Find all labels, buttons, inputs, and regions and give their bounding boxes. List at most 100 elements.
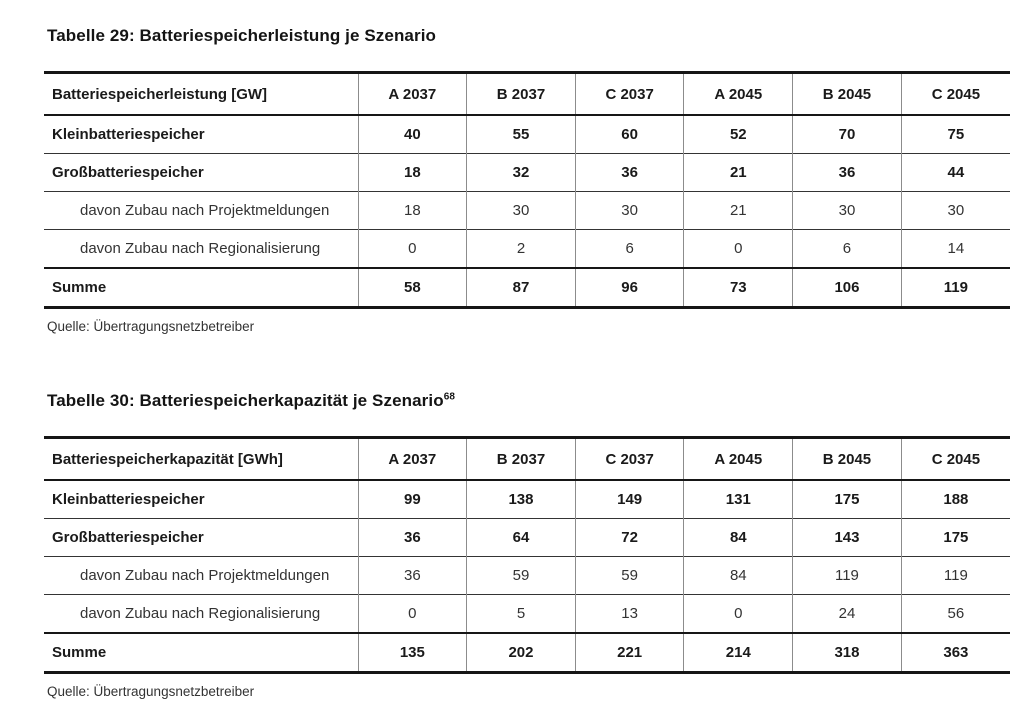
value-cell: 143 <box>792 518 902 557</box>
value-cell: 119 <box>792 556 902 595</box>
value-cell: 30 <box>900 191 1010 230</box>
value-cell: 5 <box>466 594 576 633</box>
scenario-column-header: A 2037 <box>357 437 467 480</box>
value-cell: 14 <box>900 229 1010 268</box>
value-cell: 36 <box>574 153 684 192</box>
table-29-title-text: Tabelle 29: Batteriespeicherleistung je … <box>47 26 437 45</box>
table-30-title-footnote-ref: 68 <box>443 391 456 403</box>
value-cell: 175 <box>900 518 1010 557</box>
row-label: davon Zubau nach Regionalisierung <box>80 605 321 622</box>
scenario-column-header: A 2037 <box>357 72 467 115</box>
value-cell: 84 <box>683 556 793 595</box>
value-cell: 221 <box>574 633 684 673</box>
value-cell: 2 <box>466 229 576 268</box>
value-cell: 75 <box>900 115 1010 154</box>
value-cell: 32 <box>466 153 576 192</box>
table-29-body: Kleinbatteriespeicher 40 55 60 52 70 75 Großbat… <box>44 115 1010 308</box>
table-29-section: Tabelle 29: Batteriespeicherleistung je … <box>44 26 1010 335</box>
value-cell: 64 <box>466 518 576 557</box>
table-unit-header: Batteriespeicherkapazität [GWh] <box>52 450 283 468</box>
value-cell: 60 <box>574 115 684 154</box>
scenario-column-header: C 2037 <box>574 72 684 115</box>
value-cell: 84 <box>683 518 793 557</box>
value-cell: 6 <box>574 229 684 268</box>
value-cell: 59 <box>574 556 684 595</box>
scenario-column-header: B 2045 <box>792 437 902 480</box>
value-cell: 0 <box>683 594 793 633</box>
value-cell: 99 <box>357 480 467 519</box>
table-30-source: Quelle: Übertragungsnetzbetreiber <box>47 684 255 699</box>
table-row: Kleinbatteriespeicher 40 55 60 52 70 75 <box>44 115 1010 154</box>
value-cell: 119 <box>900 556 1010 595</box>
value-cell: 30 <box>574 191 684 230</box>
value-cell: 149 <box>574 480 684 519</box>
value-cell: 363 <box>900 633 1010 673</box>
table-30-section: Tabelle 30: Batteriespeicherkapazität je… <box>44 391 1010 700</box>
table-row: davon Zubau nach Projektmeldungen 36 59 59 8… <box>44 556 1010 595</box>
value-cell: 59 <box>466 556 576 595</box>
row-label: davon Zubau nach Projektmeldungen <box>80 567 330 584</box>
table-30-header: Batteriespeicherkapazität [GWh] A 2037 B 2… <box>44 437 1010 480</box>
value-cell: 52 <box>683 115 793 154</box>
scenario-column-header: C 2045 <box>900 72 1010 115</box>
table-row: davon Zubau nach Regionalisierung 0 2 6 0 6 14 <box>44 229 1010 268</box>
table-unit-header: Batteriespeicherleistung [GW] <box>52 85 268 103</box>
row-label: Summe <box>52 279 107 296</box>
scenario-column-header: A 2045 <box>683 72 793 115</box>
value-cell: 0 <box>357 594 467 633</box>
value-cell: 30 <box>466 191 576 230</box>
table-30-title: Tabelle 30: Batteriespeicherkapazität je… <box>47 391 1010 411</box>
value-cell: 58 <box>357 268 467 308</box>
table-row: Großbatteriespeicher 18 32 36 21 36 44 <box>44 153 1010 192</box>
row-label: Kleinbatteriespeicher <box>52 126 205 143</box>
value-cell: 131 <box>683 480 793 519</box>
value-cell: 55 <box>466 115 576 154</box>
value-cell: 72 <box>574 518 684 557</box>
value-cell: 214 <box>683 633 793 673</box>
value-cell: 0 <box>357 229 467 268</box>
row-label: Summe <box>52 644 107 661</box>
value-cell: 6 <box>792 229 902 268</box>
value-cell: 70 <box>792 115 902 154</box>
value-cell: 106 <box>792 268 902 308</box>
row-label: davon Zubau nach Regionalisierung <box>80 240 321 257</box>
value-cell: 40 <box>357 115 467 154</box>
table-30-title-text: Tabelle 30: Batteriespeicherkapazität je… <box>47 391 444 410</box>
value-cell: 21 <box>683 191 793 230</box>
table-row: davon Zubau nach Regionalisierung 0 5 13 0 24… <box>44 594 1010 633</box>
value-cell: 0 <box>683 229 793 268</box>
value-cell: 188 <box>900 480 1010 519</box>
scenario-column-header: B 2045 <box>792 72 902 115</box>
value-cell: 56 <box>900 594 1010 633</box>
scenario-column-header: C 2037 <box>574 437 684 480</box>
table-row: davon Zubau nach Projektmeldungen 18 30 30 2… <box>44 191 1010 230</box>
value-cell: 87 <box>466 268 576 308</box>
table-29-header: Batteriespeicherleistung [GW] A 2037 B 203… <box>44 72 1010 115</box>
scenario-column-header: B 2037 <box>466 437 576 480</box>
value-cell: 135 <box>357 633 467 673</box>
table-row: Großbatteriespeicher 36 64 72 84 143 175 <box>44 518 1010 557</box>
header-row: Batteriespeicherleistung [GW] A 2037 B 203… <box>44 72 1010 115</box>
row-label: Großbatteriespeicher <box>52 529 204 546</box>
table-29-source: Quelle: Übertragungsnetzbetreiber <box>47 319 255 334</box>
row-label: Großbatteriespeicher <box>52 164 204 181</box>
table-29-title: Tabelle 29: Batteriespeicherleistung je … <box>47 26 1010 46</box>
table-29: Batteriespeicherleistung [GW] A 2037 B 203… <box>44 71 1010 309</box>
value-cell: 44 <box>900 153 1010 192</box>
header-row: Batteriespeicherkapazität [GWh] A 2037 B 2… <box>44 437 1010 480</box>
value-cell: 36 <box>357 518 467 557</box>
table-row: Summe 58 87 96 73 106 119 <box>44 268 1010 308</box>
value-cell: 13 <box>574 594 684 633</box>
table-row: Kleinbatteriespeicher 99 138 149 131 175 188 <box>44 480 1010 519</box>
value-cell: 36 <box>357 556 467 595</box>
value-cell: 73 <box>683 268 793 308</box>
value-cell: 24 <box>792 594 902 633</box>
value-cell: 138 <box>466 480 576 519</box>
value-cell: 175 <box>792 480 902 519</box>
value-cell: 18 <box>357 191 467 230</box>
value-cell: 119 <box>900 268 1010 308</box>
value-cell: 21 <box>683 153 793 192</box>
row-label: Kleinbatteriespeicher <box>52 491 205 508</box>
value-cell: 18 <box>357 153 467 192</box>
